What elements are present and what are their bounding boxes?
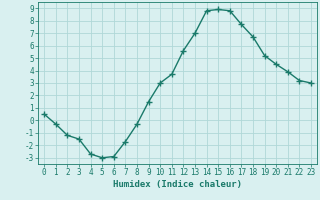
X-axis label: Humidex (Indice chaleur): Humidex (Indice chaleur) <box>113 180 242 189</box>
